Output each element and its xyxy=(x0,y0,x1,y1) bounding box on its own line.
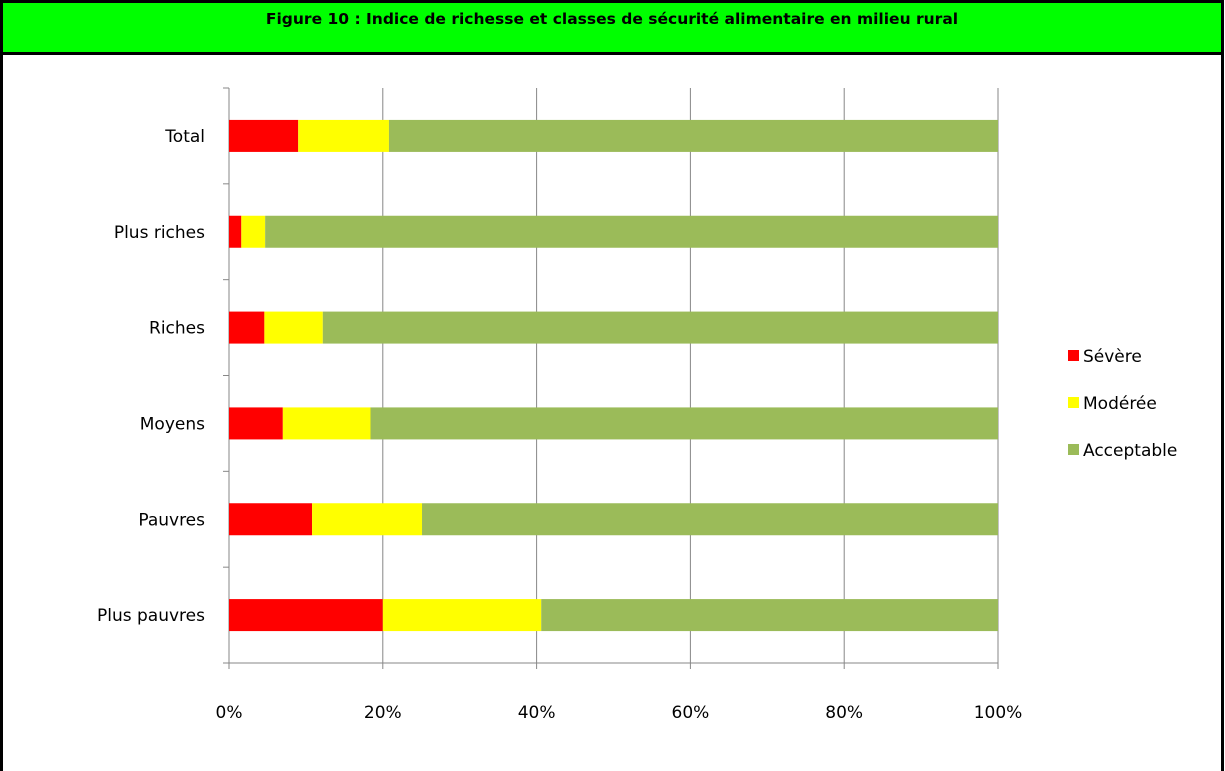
bar-segment xyxy=(282,407,371,440)
category-label: Moyens xyxy=(140,414,205,434)
legend-label: Sévère xyxy=(1083,347,1142,367)
bar-segment xyxy=(229,599,383,632)
bar-segment xyxy=(312,503,423,536)
category-label: Riches xyxy=(149,319,205,339)
legend-swatch xyxy=(1068,350,1079,361)
bar-segment xyxy=(541,599,998,632)
bar-segment xyxy=(241,215,266,248)
x-tick-label: 40% xyxy=(518,703,556,723)
legend-swatch xyxy=(1068,397,1079,408)
bar-segment xyxy=(382,599,542,632)
bar-segment xyxy=(229,503,313,536)
bar-segment xyxy=(229,215,242,248)
bar-segment xyxy=(265,215,998,248)
x-tick-label: 100% xyxy=(974,703,1023,723)
bar-segment xyxy=(298,119,389,152)
x-tick-label: 80% xyxy=(825,703,863,723)
bar-segment xyxy=(388,119,998,152)
x-tick-label: 0% xyxy=(216,703,243,723)
legend-swatch xyxy=(1068,444,1079,455)
bar-segment xyxy=(422,503,998,536)
legend-label: Modérée xyxy=(1083,394,1157,414)
category-label: Plus riches xyxy=(114,223,205,243)
bar-segment xyxy=(264,311,323,344)
category-label: Pauvres xyxy=(138,510,205,530)
bar-segment xyxy=(322,311,998,344)
bar-segment xyxy=(229,407,283,440)
category-label: Total xyxy=(164,127,205,147)
bar-segment xyxy=(370,407,999,440)
bar-segment xyxy=(229,119,299,152)
category-label: Plus pauvres xyxy=(97,606,205,626)
bar-segment xyxy=(229,311,265,344)
legend-label: Acceptable xyxy=(1083,441,1177,461)
figure-title: Figure 10 : Indice de richesse et classe… xyxy=(265,9,959,28)
x-tick-label: 20% xyxy=(364,703,402,723)
figure-title-bar: Figure 10 : Indice de richesse et classe… xyxy=(3,3,1221,55)
x-tick-label: 60% xyxy=(672,703,710,723)
